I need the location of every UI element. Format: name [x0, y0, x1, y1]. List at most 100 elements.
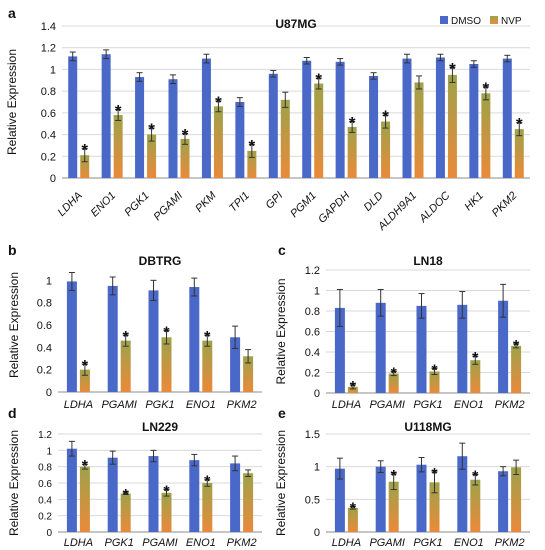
bar-dmso	[235, 102, 245, 178]
bar-nvp	[347, 126, 357, 178]
bar-dmso	[68, 56, 78, 178]
significance-star: *	[382, 107, 389, 126]
category-label: PGK1	[105, 537, 134, 549]
bar-nvp	[120, 340, 131, 392]
category-label: PGAMI	[101, 399, 136, 411]
y-tick-label: 1	[50, 64, 56, 76]
panel-letter: b	[8, 242, 17, 258]
bar-nvp	[161, 337, 172, 392]
bar-dmso	[189, 460, 200, 532]
y-tick-label: 0	[46, 387, 52, 399]
bar-dmso	[66, 281, 77, 392]
bar-dmso	[268, 73, 278, 178]
significance-star: *	[431, 466, 438, 483]
bar-dmso	[148, 290, 159, 392]
bar-dmso	[416, 464, 427, 532]
significance-star: *	[204, 474, 211, 491]
category-label: ENO1	[454, 399, 484, 411]
legend-label-nvp: NVP	[501, 16, 522, 27]
bar-nvp	[514, 129, 524, 178]
bar-dmso	[435, 57, 445, 178]
bar-nvp	[180, 138, 190, 178]
legend-label-dmso: DMSO	[451, 16, 481, 27]
bar-nvp	[388, 373, 399, 393]
bar-dmso	[334, 307, 345, 393]
category-label: PKM2	[227, 399, 257, 411]
bar-nvp	[243, 473, 254, 532]
category-label: PGAMI	[142, 537, 177, 549]
significance-star: *	[350, 379, 357, 396]
bar-dmso	[201, 58, 211, 179]
bar-nvp	[113, 115, 123, 178]
category-label: ENO1	[186, 399, 216, 411]
category-label: ENO1	[89, 190, 119, 220]
bar-nvp	[388, 481, 399, 532]
significance-star: *	[483, 79, 490, 98]
significance-star: *	[513, 338, 520, 355]
significance-star: *	[115, 102, 122, 121]
category-label: ENO1	[454, 537, 484, 549]
category-label: TPI1	[227, 190, 252, 215]
y-tick-label: 0.4	[41, 130, 56, 142]
y-tick-label: 0.2	[305, 368, 320, 380]
category-label: HK1	[462, 190, 486, 214]
bar-nvp	[213, 106, 223, 178]
panel-letter: d	[8, 405, 17, 421]
significance-star: *	[472, 469, 479, 486]
y-tick-label: 0.5	[305, 494, 320, 506]
y-tick-label: 0.4	[37, 342, 52, 354]
y-tick-label: 0.2	[37, 365, 52, 377]
legend-swatch-dmso	[440, 16, 448, 24]
y-tick-label: 0	[314, 527, 320, 539]
y-axis-label: Relative Expression	[274, 430, 288, 536]
bar-dmso	[101, 54, 111, 178]
category-label: LDHA	[64, 537, 93, 549]
bar-dmso	[498, 300, 509, 393]
bar-dmso	[369, 75, 379, 178]
chart-panel-e: e 0 0.5 1 1.5 U118MG Relative Expression * LDHA *…	[274, 405, 530, 549]
bar-dmso	[334, 468, 345, 532]
y-tick-label: 1.5	[305, 429, 320, 441]
chart-title: LN229	[142, 420, 178, 434]
significance-star: *	[249, 136, 256, 155]
category-label: PKM2	[227, 537, 257, 549]
bar-dmso	[230, 337, 241, 392]
bar-nvp	[347, 507, 358, 532]
chart-panel-d: d 0 0.2 0.4 0.6 0.8 1 1.2 LN229 Relative Expressi…	[7, 405, 262, 549]
category-label: LDHA	[332, 399, 361, 411]
y-tick-label: 0	[46, 528, 52, 539]
y-tick-label: 0.6	[38, 479, 52, 490]
bar-nvp	[202, 483, 213, 532]
legend-swatch-nvp	[490, 16, 498, 24]
bar-nvp	[79, 369, 90, 392]
category-label: PGM1	[288, 190, 319, 221]
significance-star: *	[315, 70, 322, 89]
category-label: PGK1	[413, 537, 442, 549]
bar-nvp	[511, 467, 522, 532]
bar-dmso	[135, 77, 145, 178]
category-label: GPI	[264, 190, 286, 212]
significance-star: *	[123, 487, 130, 504]
category-label: PGK1	[145, 399, 174, 411]
significance-star: *	[204, 329, 211, 346]
bar-dmso	[457, 304, 468, 393]
bar-nvp	[481, 93, 491, 178]
category-label: ENO1	[186, 537, 216, 549]
bar-nvp	[147, 134, 157, 178]
chart-panel-a: a 0 0.2 0.4 0.6 0.8 1 1.2 1.4 U87MG Relative Expre…	[5, 5, 530, 233]
legend: DMSO NVP	[440, 16, 522, 27]
bar-dmso	[457, 456, 468, 532]
category-label: PGK1	[413, 399, 442, 411]
significance-star: *	[163, 325, 170, 342]
category-label: PGK1	[122, 190, 151, 219]
significance-star: *	[163, 484, 170, 501]
panel-letter: a	[8, 5, 16, 21]
y-tick-label: 0.4	[305, 347, 320, 359]
bar-dmso	[402, 58, 412, 179]
bar-dmso	[66, 448, 77, 532]
bar-nvp	[429, 482, 440, 532]
chart-panel-b: b 0 0.2 0.4 0.6 0.8 1 DBTRG Relative Expression *…	[7, 242, 262, 411]
significance-star: *	[148, 120, 155, 139]
significance-star: *	[516, 115, 523, 134]
